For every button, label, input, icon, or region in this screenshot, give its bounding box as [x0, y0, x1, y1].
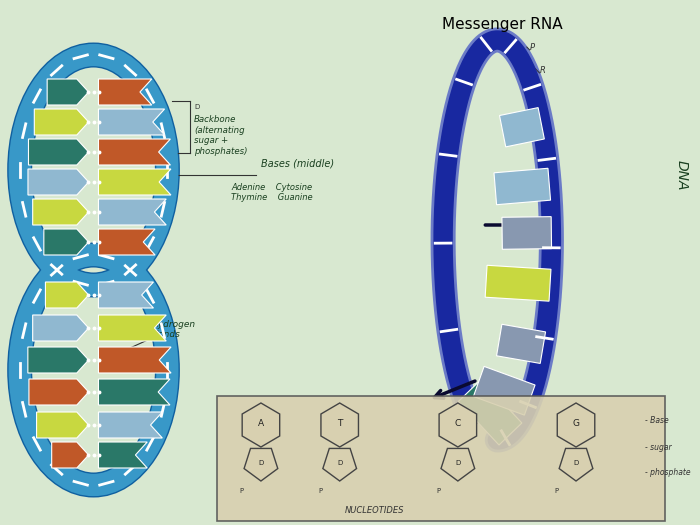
- Text: P: P: [318, 488, 322, 494]
- Text: NUCLEOTIDES: NUCLEOTIDES: [344, 506, 404, 515]
- Polygon shape: [99, 109, 164, 135]
- Polygon shape: [99, 139, 170, 165]
- Polygon shape: [500, 108, 545, 147]
- Text: D: D: [337, 460, 342, 466]
- Text: C: C: [455, 419, 461, 428]
- Text: - phosphate: - phosphate: [645, 468, 691, 477]
- Polygon shape: [99, 79, 152, 105]
- Polygon shape: [99, 347, 171, 373]
- Polygon shape: [33, 199, 89, 225]
- Polygon shape: [36, 412, 89, 438]
- Text: hydrogen
Bonds: hydrogen Bonds: [153, 320, 196, 339]
- Text: Adenine    Cytosine
Thymine    Guanine: Adenine Cytosine Thymine Guanine: [232, 183, 313, 202]
- Polygon shape: [52, 442, 89, 468]
- Text: D: D: [573, 460, 579, 466]
- Polygon shape: [494, 169, 550, 205]
- Polygon shape: [99, 169, 171, 195]
- Text: P: P: [239, 488, 244, 494]
- Text: - sugar: - sugar: [645, 443, 671, 452]
- Text: P: P: [436, 488, 440, 494]
- Text: D: D: [455, 460, 461, 466]
- Text: R: R: [540, 66, 545, 75]
- Text: DNA: DNA: [674, 160, 688, 190]
- Polygon shape: [99, 379, 170, 405]
- Text: P: P: [530, 43, 535, 52]
- Polygon shape: [44, 229, 89, 255]
- Polygon shape: [458, 380, 522, 445]
- Text: - Base: - Base: [645, 416, 668, 425]
- Polygon shape: [28, 169, 89, 195]
- Text: D: D: [258, 460, 264, 466]
- Polygon shape: [99, 442, 147, 468]
- Text: Bases (middle): Bases (middle): [261, 159, 334, 169]
- Polygon shape: [99, 282, 153, 308]
- Polygon shape: [46, 282, 89, 308]
- Text: Messenger RNA: Messenger RNA: [442, 17, 563, 32]
- Polygon shape: [29, 379, 89, 405]
- Polygon shape: [99, 229, 155, 255]
- Polygon shape: [99, 315, 166, 341]
- Text: G: G: [573, 419, 580, 428]
- Text: D: D: [194, 104, 199, 110]
- Polygon shape: [28, 347, 89, 373]
- Polygon shape: [99, 199, 166, 225]
- Polygon shape: [496, 324, 545, 363]
- Polygon shape: [99, 412, 162, 438]
- Text: T: T: [337, 419, 342, 428]
- Polygon shape: [473, 366, 535, 415]
- Text: Backbone
(alternating
sugar +
phosphates): Backbone (alternating sugar + phosphates…: [194, 116, 248, 155]
- Polygon shape: [29, 139, 89, 165]
- Polygon shape: [502, 217, 552, 249]
- Polygon shape: [34, 109, 89, 135]
- Polygon shape: [47, 79, 89, 105]
- Polygon shape: [33, 315, 89, 341]
- Polygon shape: [485, 265, 551, 301]
- Text: A: A: [258, 419, 264, 428]
- Text: P: P: [554, 488, 559, 494]
- Bar: [216, 396, 664, 521]
